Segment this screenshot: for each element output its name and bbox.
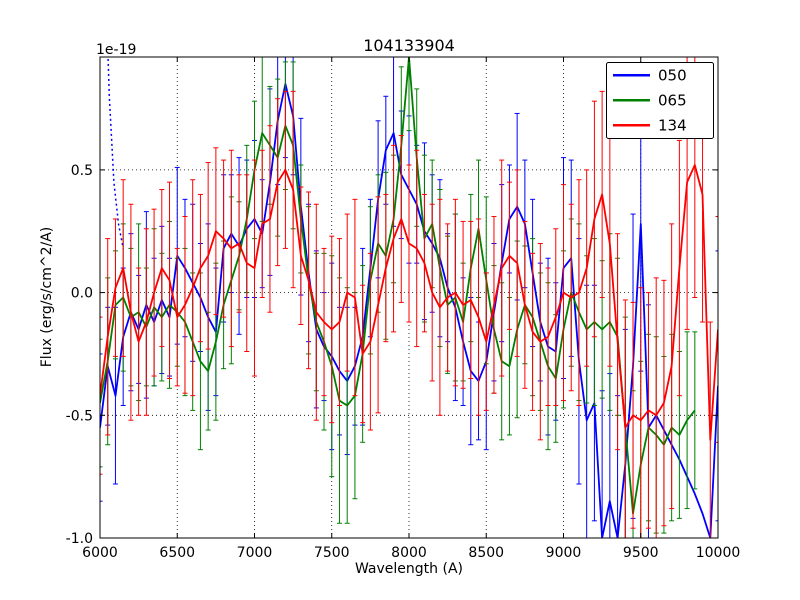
ticks	[99, 57, 719, 539]
y-tick-label: -0.5	[66, 408, 93, 424]
tick-labels: 6000 6500 7000 7500 8000 8500 9000 9500 10000 -1.…	[66, 163, 741, 561]
legend-box	[606, 62, 714, 139]
legend-label-065: 065	[658, 92, 687, 110]
x-tick-label: 10000	[696, 545, 741, 561]
y-tick-label: 0.5	[71, 163, 93, 179]
y-tick-label: -1.0	[66, 531, 93, 547]
x-tick-label: 8500	[468, 545, 504, 561]
x-axis-label: Wavelength (A)	[354, 561, 463, 577]
y-tick-label: 0.0	[71, 286, 93, 302]
x-tick-label: 6000	[82, 545, 118, 561]
y-axis-label: Flux (erg/s/cm^2/A)	[39, 226, 55, 368]
x-tick-label: 7000	[237, 545, 273, 561]
legend-label-050: 050	[658, 67, 687, 85]
chart-title: 104133904	[363, 36, 455, 55]
series-134	[100, 57, 718, 538]
x-tick-label: 8000	[391, 545, 427, 561]
line-065	[100, 57, 696, 515]
x-tick-label: 9000	[546, 545, 582, 561]
y-axis-offset-label: 1e-19	[96, 42, 137, 58]
line-134	[100, 164, 718, 441]
x-tick-label: 6500	[159, 545, 195, 561]
x-tick-label: 9500	[623, 545, 659, 561]
legend-label-134: 134	[658, 117, 687, 135]
legend: 050 065 134	[606, 62, 714, 139]
x-tick-label: 7500	[314, 545, 350, 561]
